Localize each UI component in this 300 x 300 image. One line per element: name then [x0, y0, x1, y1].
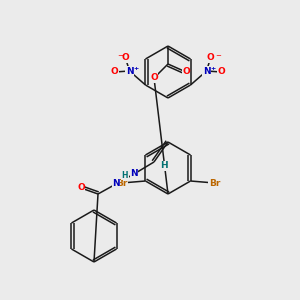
Text: −: −	[215, 53, 221, 59]
Text: +: +	[211, 66, 216, 71]
Text: H: H	[122, 170, 128, 179]
Text: N: N	[112, 179, 120, 188]
Text: −: −	[118, 53, 123, 59]
Text: O: O	[111, 68, 119, 76]
Text: O: O	[150, 74, 158, 82]
Text: N: N	[126, 67, 133, 76]
Text: N: N	[203, 67, 210, 76]
Text: H: H	[160, 161, 168, 170]
Text: +: +	[134, 66, 139, 71]
Text: Br: Br	[209, 178, 220, 188]
Text: O: O	[77, 184, 85, 193]
Text: O: O	[218, 68, 225, 76]
Text: N: N	[130, 169, 138, 178]
Text: O: O	[182, 68, 190, 76]
Text: Br: Br	[116, 178, 127, 188]
Text: O: O	[207, 53, 214, 62]
Text: O: O	[122, 53, 129, 62]
